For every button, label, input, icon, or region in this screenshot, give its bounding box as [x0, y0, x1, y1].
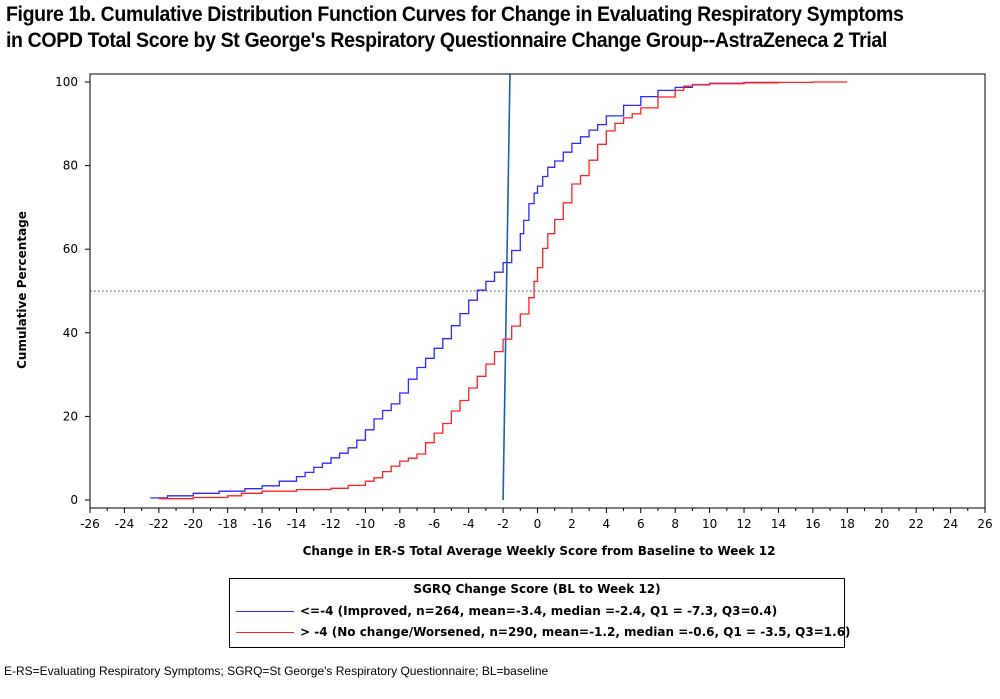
legend-label-improved: <=-4 (Improved, n=264, mean=-3.4, median…: [300, 604, 778, 618]
x-tick-label-23: 20: [874, 517, 889, 531]
legend-title: SGRQ Change Score (BL to Week 12): [413, 582, 661, 596]
legend-label-worsened: > -4 (No change/Worsened, n=290, mean=-1…: [300, 625, 851, 639]
x-tick-label-20: 14: [771, 517, 786, 531]
series-line-improved: [150, 81, 780, 499]
x-tick-label-9: -8: [394, 517, 406, 531]
x-tick-label-21: 16: [805, 517, 820, 531]
footnote: E-RS=Evaluating Respiratory Symptoms; SG…: [4, 664, 549, 678]
y-axis-label: Cumulative Percentage: [15, 211, 29, 369]
x-tick-label-3: -20: [183, 517, 203, 531]
x-tick-label-19: 12: [736, 517, 751, 531]
legend-entry-improved: <=-4 (Improved, n=264, mean=-3.4, median…: [236, 602, 777, 620]
y-tick-label-2: 40: [63, 326, 78, 340]
x-tick-label-1: -24: [115, 517, 135, 531]
x-tick-label-25: 24: [943, 517, 958, 531]
legend-swatch-worsened: [236, 631, 294, 633]
x-tick-label-10: -6: [428, 517, 440, 531]
x-tick-label-15: 4: [603, 517, 611, 531]
x-tick-label-14: 2: [568, 517, 576, 531]
y-tick-label-4: 80: [63, 159, 78, 173]
legend-entry-worsened: > -4 (No change/Worsened, n=290, mean=-1…: [236, 623, 851, 641]
series-lines: [150, 81, 848, 500]
series-line-worsened: [158, 81, 848, 500]
y-tick-label-3: 60: [63, 242, 78, 256]
reference-lines: [90, 73, 985, 501]
x-tick-label-8: -10: [356, 517, 376, 531]
x-axis-label: Change in ER-S Total Average Weekly Scor…: [303, 544, 776, 558]
title-line-2: in COPD Total Score by St George's Respi…: [6, 29, 887, 52]
x-tick-label-22: 18: [840, 517, 855, 531]
x-tick-label-2: -22: [149, 517, 169, 531]
x-tick-label-7: -12: [321, 517, 341, 531]
legend-swatch-improved: [236, 610, 294, 612]
x-tick-label-17: 8: [671, 517, 679, 531]
figure-title: Figure 1b. Cumulative Distribution Funct…: [6, 2, 927, 54]
x-tick-label-6: -14: [287, 517, 307, 531]
threshold-reference-line: [502, 73, 511, 501]
legend: SGRQ Change Score (BL to Week 12) <=-4 (…: [229, 578, 851, 648]
x-tick-label-4: -18: [218, 517, 238, 531]
x-tick-label-0: -26: [80, 517, 100, 531]
y-tick-label-0: 0: [70, 493, 78, 507]
y-tick-label-5: 100: [55, 75, 78, 89]
title-line-1: Figure 1b. Cumulative Distribution Funct…: [6, 3, 904, 26]
y-tick-label-1: 20: [63, 409, 78, 423]
x-tick-label-11: -4: [463, 517, 475, 531]
x-tick-label-12: -2: [497, 517, 509, 531]
x-tick-label-24: 22: [909, 517, 924, 531]
x-tick-label-13: 0: [534, 517, 542, 531]
x-tick-label-5: -16: [252, 517, 272, 531]
x-tick-label-16: 6: [637, 517, 645, 531]
x-tick-label-26: 26: [977, 517, 992, 531]
x-tick-label-18: 10: [702, 517, 717, 531]
